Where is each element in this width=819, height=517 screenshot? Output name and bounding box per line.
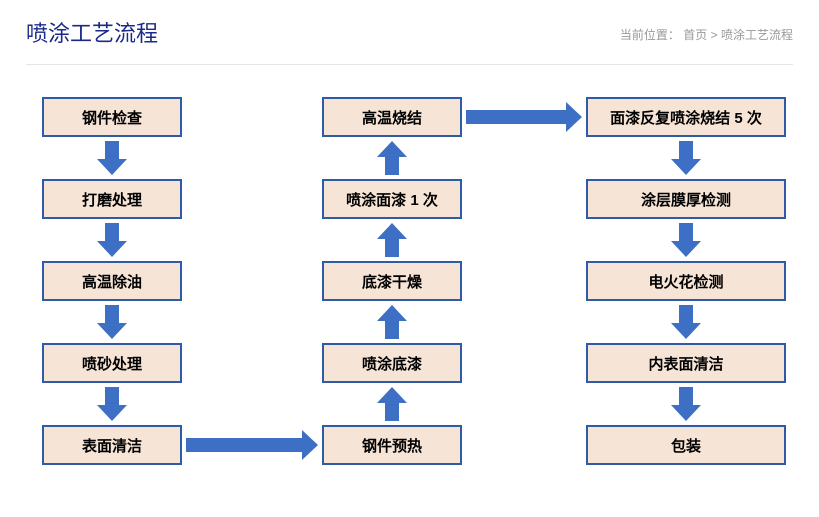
page-header: 喷涂工艺流程 当前位置： 首页 > 喷涂工艺流程 <box>26 20 793 65</box>
flow-node-a4: 喷砂处理 <box>42 343 182 383</box>
flow-arrow-a1-a2 <box>97 141 127 180</box>
flow-arrow-a2-a3 <box>97 223 127 262</box>
flow-arrow-c1-c2 <box>671 141 701 180</box>
flow-arrow-a5-b5 <box>186 430 318 465</box>
flow-node-c2: 涂层膜厚检测 <box>586 179 786 219</box>
flow-node-b3: 底漆干燥 <box>322 261 462 301</box>
flow-node-a3: 高温除油 <box>42 261 182 301</box>
flow-node-c3: 电火花检测 <box>586 261 786 301</box>
flow-node-c1: 面漆反复喷涂烧结 5 次 <box>586 97 786 137</box>
page: 喷涂工艺流程 当前位置： 首页 > 喷涂工艺流程 钢件检查打磨处理高温除油喷砂处… <box>0 0 819 508</box>
flow-node-c5: 包装 <box>586 425 786 465</box>
breadcrumb-label: 当前位置： <box>620 28 680 42</box>
flow-arrow-b2-b1 <box>377 141 407 180</box>
flow-arrow-a3-a4 <box>97 305 127 344</box>
flowchart-diagram: 钢件检查打磨处理高温除油喷砂处理表面清洁 高温烧结喷涂面漆 1 次底漆干燥喷涂底漆… <box>26 97 793 517</box>
breadcrumb-home-link[interactable]: 首页 <box>683 28 707 42</box>
flow-arrow-b1-c1 <box>466 102 582 137</box>
flow-arrow-c2-c3 <box>671 223 701 262</box>
flow-node-a2: 打磨处理 <box>42 179 182 219</box>
flow-node-b5: 钢件预热 <box>322 425 462 465</box>
flow-node-a5: 表面清洁 <box>42 425 182 465</box>
flow-node-a1: 钢件检查 <box>42 97 182 137</box>
flow-node-c4: 内表面清洁 <box>586 343 786 383</box>
flow-node-b4: 喷涂底漆 <box>322 343 462 383</box>
breadcrumb-current: 喷涂工艺流程 <box>721 28 793 42</box>
flow-arrow-b4-b3 <box>377 305 407 344</box>
flow-arrow-b3-b2 <box>377 223 407 262</box>
breadcrumb: 当前位置： 首页 > 喷涂工艺流程 <box>620 26 793 43</box>
flow-arrow-c4-c5 <box>671 387 701 426</box>
flow-arrow-c3-c4 <box>671 305 701 344</box>
flow-node-b1: 高温烧结 <box>322 97 462 137</box>
flow-node-b2: 喷涂面漆 1 次 <box>322 179 462 219</box>
flow-arrow-b5-b4 <box>377 387 407 426</box>
breadcrumb-separator: > <box>711 28 721 42</box>
flow-arrow-a4-a5 <box>97 387 127 426</box>
